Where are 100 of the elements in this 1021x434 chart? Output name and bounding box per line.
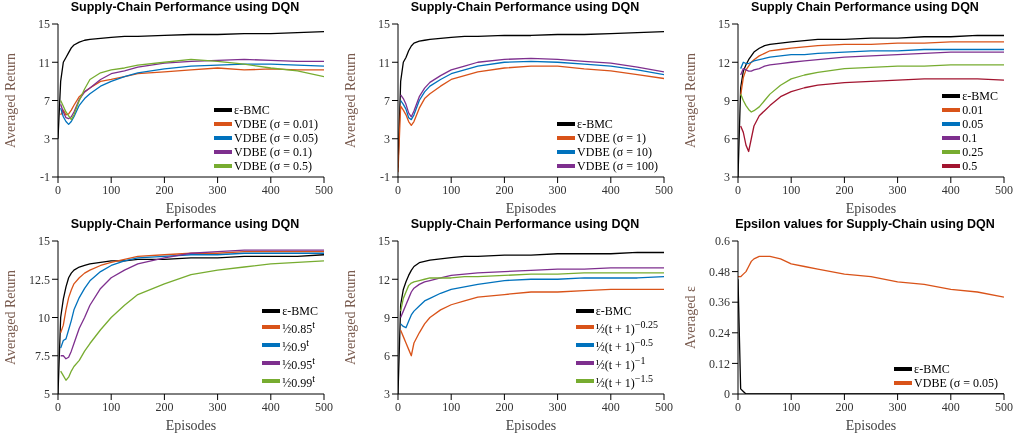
x-tick-label: 0 [55, 182, 61, 197]
legend-label: 0.01 [962, 103, 984, 117]
y-tick-label: 0.12 [709, 356, 730, 371]
y-tick-label: 15 [718, 17, 730, 32]
legend-label: VDBE (σ = 0.05) [234, 131, 318, 145]
y-axis-title: Averaged Return [342, 53, 358, 148]
legend-label: 0.1 [962, 131, 978, 145]
x-tick-label: 400 [601, 399, 620, 414]
chart-title: Epsilon values for Supply-Chain using DQN [734, 217, 996, 233]
line-series [740, 51, 1004, 76]
x-tick-label: 300 [888, 399, 907, 414]
legend-label: ε-BMC [234, 103, 270, 117]
y-tick-label: 10 [38, 310, 50, 325]
y-tick-label: 3 [384, 387, 390, 402]
y-tick-label: 12 [378, 272, 390, 287]
y-tick-label: 11 [38, 55, 50, 70]
y-tick-label: 9 [724, 93, 730, 108]
line-series [60, 251, 324, 334]
x-tick-label: 100 [102, 182, 121, 197]
line-series [738, 255, 1004, 298]
y-tick-label: -1 [40, 170, 50, 185]
legend-label: 0.5 [962, 159, 978, 173]
legend-label: ε-BMC [914, 362, 950, 376]
y-tick-label: 15 [378, 234, 390, 249]
legend-label: VDBE (σ = 10) [577, 145, 652, 159]
y-tick-label: -1 [380, 170, 390, 185]
x-tick-label: 400 [601, 182, 620, 197]
x-tick-label: 100 [442, 182, 461, 197]
x-axis-title: Episodes [845, 201, 897, 216]
legend-label: VDBE (σ = 0.1) [234, 145, 312, 159]
y-tick-label: 15 [38, 234, 50, 249]
y-tick-label: 3 [384, 132, 390, 147]
x-tick-label: 0 [735, 399, 741, 414]
x-axis-title: Episodes [165, 418, 217, 433]
legend-label: ½(t + 1)$^{−1}$ [595, 354, 646, 372]
x-axis-title: Episodes [505, 418, 557, 433]
line-series [740, 48, 1004, 70]
y-tick-label: 7.5 [35, 349, 50, 364]
legend-label: ½0.99$^{t}$ [282, 372, 316, 390]
legend-label: VDBE (σ = 0.01) [234, 117, 318, 131]
chart-title: Supply-Chain Performance using DQN [409, 0, 641, 16]
x-tick-label: 500 [655, 182, 673, 197]
x-tick-label: 200 [155, 182, 174, 197]
y-axis-title: Averaged Return [342, 270, 358, 365]
legend-label: VDBE (σ = 1) [577, 131, 646, 145]
legend-label: ½0.85$^{t}$ [282, 318, 316, 336]
legend-label: ε-BMC [282, 304, 318, 318]
y-axis-title: Averaged Return [682, 53, 698, 148]
y-tick-label: 0.6 [715, 234, 730, 249]
x-tick-label: 400 [941, 182, 960, 197]
legend-label: VDBE (σ = 0.5) [234, 159, 312, 173]
y-axis-title: Averaged ε [682, 286, 698, 349]
legend-label: ½0.9$^{t}$ [282, 336, 310, 354]
legend-label: 0.05 [962, 117, 984, 131]
x-tick-label: 300 [208, 182, 227, 197]
y-tick-label: 5 [44, 387, 50, 402]
y-tick-label: 12 [718, 55, 730, 70]
x-tick-label: 300 [208, 399, 227, 414]
x-tick-label: 500 [655, 399, 673, 414]
x-tick-label: 0 [735, 182, 741, 197]
x-tick-label: 300 [888, 182, 907, 197]
y-axis-title: Averaged Return [2, 53, 18, 148]
x-tick-label: 100 [442, 399, 461, 414]
y-tick-label: 12.5 [29, 272, 50, 287]
y-tick-label: 6 [724, 132, 730, 147]
y-tick-label: 0.48 [709, 264, 730, 279]
x-axis-title: Episodes [845, 418, 897, 433]
y-tick-label: 7 [384, 93, 390, 108]
y-axis-title: Averaged Return [2, 270, 18, 365]
x-tick-label: 200 [835, 182, 854, 197]
chart-title: Supply-Chain Performance using DQN [409, 217, 641, 233]
x-tick-label: 200 [495, 182, 514, 197]
x-tick-label: 200 [835, 399, 854, 414]
line-series [400, 288, 664, 357]
legend-label: ε-BMC [962, 89, 998, 103]
y-tick-label: 0 [724, 387, 730, 402]
line-series [740, 64, 1004, 113]
y-tick-label: 6 [384, 349, 390, 364]
x-tick-label: 300 [548, 182, 567, 197]
legend-label: 0.25 [962, 145, 984, 159]
y-tick-label: 9 [384, 310, 390, 325]
y-tick-label: 3 [44, 132, 50, 147]
legend-label: ½(t + 1)$^{−1.5}$ [595, 372, 653, 390]
line-series [400, 267, 664, 319]
x-tick-label: 400 [941, 399, 960, 414]
chart-title: Supply-Chain Performance using DQN [69, 0, 301, 16]
x-tick-label: 400 [261, 399, 280, 414]
x-tick-label: 400 [261, 182, 280, 197]
x-tick-label: 200 [155, 399, 174, 414]
chart-title: Supply Chain Performance using DQN [750, 0, 980, 16]
x-tick-label: 500 [995, 182, 1013, 197]
line-series [60, 67, 324, 116]
x-tick-label: 0 [395, 399, 401, 414]
legend-label: ½(t + 1)$^{−0.5}$ [595, 336, 653, 354]
x-axis-title: Episodes [505, 201, 557, 216]
legend-label: ε-BMC [595, 304, 632, 318]
y-tick-label: 7 [44, 93, 50, 108]
x-tick-label: 500 [995, 399, 1013, 414]
legend-label: VDBE (σ = 100) [577, 159, 658, 173]
x-tick-label: 0 [55, 399, 61, 414]
